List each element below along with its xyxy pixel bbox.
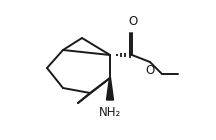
Polygon shape [106,78,113,100]
Text: O: O [128,15,138,28]
Text: O: O [145,64,155,77]
Text: NH₂: NH₂ [99,106,121,119]
